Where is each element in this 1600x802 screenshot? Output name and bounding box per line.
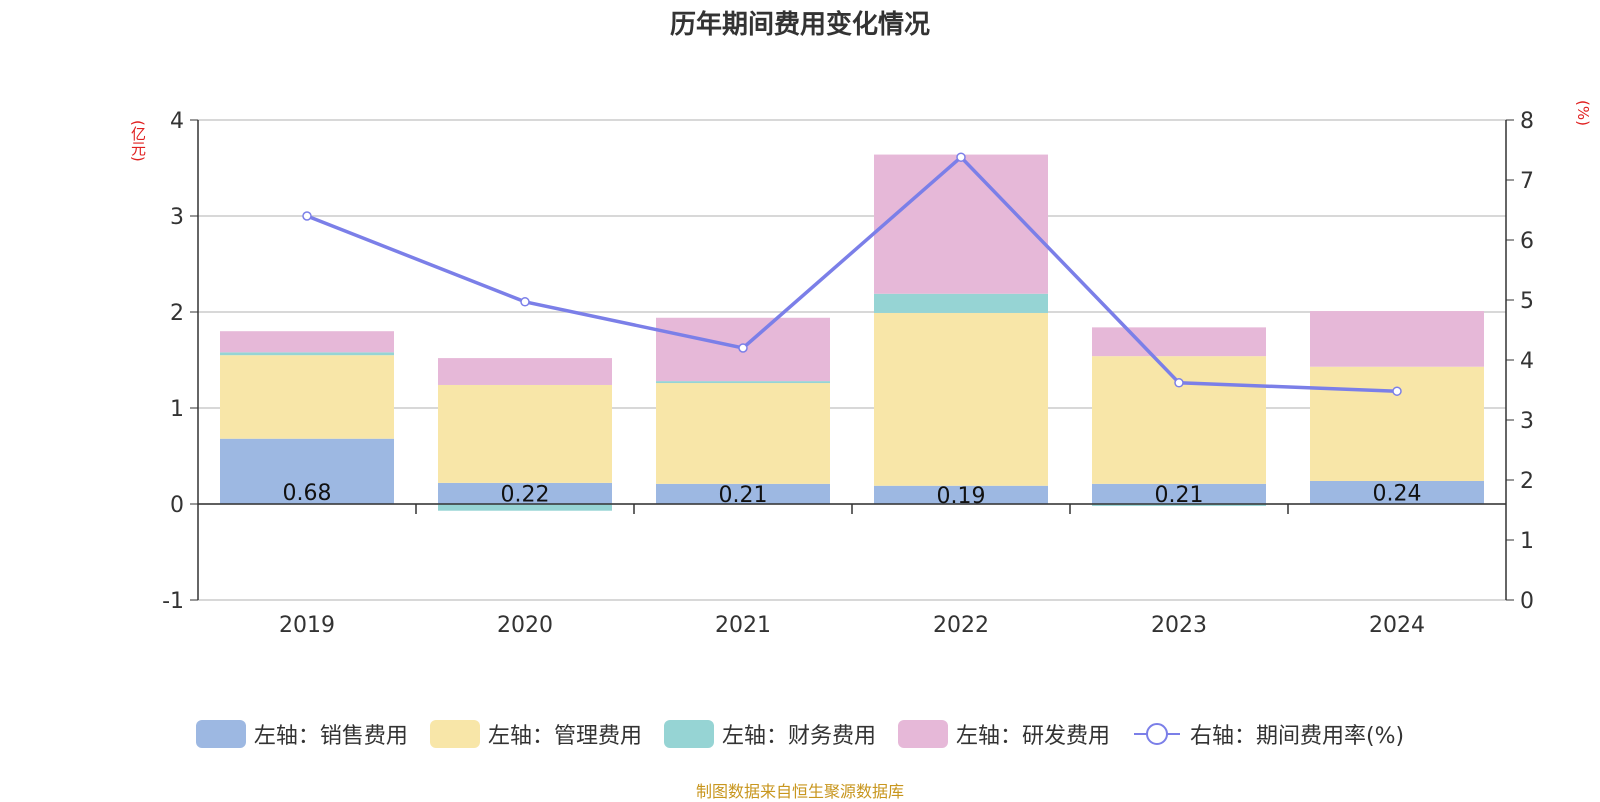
x-tick-label: 2021 xyxy=(715,613,771,638)
right-tick-label: 3 xyxy=(1520,409,1534,434)
bar-data-label: 0.21 xyxy=(719,483,768,508)
legend-swatch-rnd xyxy=(897,720,948,748)
bar-data-label: 0.68 xyxy=(283,481,332,506)
bar-segment xyxy=(656,483,830,504)
legend-item-finance[interactable]: 左轴：财务费用 xyxy=(663,718,876,750)
left-tick-label: 3 xyxy=(170,205,184,230)
x-tick-label: 2023 xyxy=(1151,613,1207,638)
right-axis-unit: (%) xyxy=(1574,100,1592,126)
right-tick-label: 0 xyxy=(1520,589,1534,614)
bar-segment xyxy=(220,355,394,439)
bar-data-label: 0.21 xyxy=(1155,483,1204,508)
bar-segment xyxy=(1310,480,1484,504)
legend-label-rate: 右轴：期间费用率(%) xyxy=(1189,724,1405,749)
bar-segment xyxy=(1310,366,1484,481)
legend-label-rnd: 左轴：研发费用 xyxy=(955,724,1110,749)
left-tick-label: 1 xyxy=(170,397,184,422)
bar-data-label: 0.19 xyxy=(937,484,986,509)
bar-segment xyxy=(220,352,394,356)
legend-swatch-finance xyxy=(663,720,714,748)
rate-point xyxy=(1392,386,1402,396)
rate-point xyxy=(738,343,748,353)
bar-segment xyxy=(1092,356,1266,484)
bar-segment xyxy=(438,482,612,504)
x-tick-label: 2022 xyxy=(933,613,989,638)
rate-point xyxy=(520,297,530,307)
bar-segment xyxy=(656,383,830,484)
x-tick-label: 2019 xyxy=(279,613,335,638)
rate-line xyxy=(306,154,1398,393)
bar-segment xyxy=(438,384,612,483)
right-tick-label: 4 xyxy=(1520,349,1534,374)
legend-line-marker-icon xyxy=(1133,723,1180,745)
bar-segment xyxy=(220,331,394,353)
bar-segment xyxy=(438,358,612,385)
left-tick-label: 0 xyxy=(170,493,184,518)
left-tick-label: 2 xyxy=(170,301,184,326)
bar-segment xyxy=(874,154,1048,294)
bar-segment xyxy=(1092,483,1266,504)
left-tick-label: -1 xyxy=(162,589,184,614)
right-tick-label: 2 xyxy=(1520,469,1534,494)
source-note: 制图数据来自恒生聚源数据库 xyxy=(695,782,904,801)
bar-segment xyxy=(1310,311,1484,367)
rate-point xyxy=(302,211,312,221)
right-tick-label: 8 xyxy=(1520,109,1534,134)
bar-data-label: 0.22 xyxy=(501,482,550,507)
right-tick-label: 7 xyxy=(1520,169,1534,194)
legend-item-admin[interactable]: 左轴：管理费用 xyxy=(429,718,642,750)
bar-segment xyxy=(874,485,1048,504)
legend-swatch-sales xyxy=(195,720,246,748)
bar-segment xyxy=(1092,327,1266,357)
bar-segment xyxy=(438,504,612,511)
right-tick-label: 1 xyxy=(1520,529,1534,554)
chart-title: 历年期间费用变化情况 xyxy=(669,10,930,40)
bar-segment xyxy=(1092,504,1266,506)
legend-swatch-admin xyxy=(429,720,480,748)
legend-label-admin: 左轴：管理费用 xyxy=(487,724,642,749)
left-tick-label: 4 xyxy=(170,109,184,134)
legend-label-finance: 左轴：财务费用 xyxy=(721,724,876,749)
bar-segment xyxy=(220,438,394,504)
rate-point xyxy=(1174,378,1184,388)
legend: 左轴：销售费用 左轴：管理费用 左轴：财务费用 左轴：研发费用 右轴：期间费用率… xyxy=(0,718,1600,750)
right-tick-label: 6 xyxy=(1520,229,1534,254)
bar-data-label: 0.24 xyxy=(1373,481,1422,506)
bar-segment xyxy=(656,381,830,384)
legend-label-sales: 左轴：销售费用 xyxy=(253,724,408,749)
bar-segment xyxy=(874,312,1048,486)
legend-item-rate[interactable]: 右轴：期间费用率(%) xyxy=(1132,718,1404,750)
legend-item-sales[interactable]: 左轴：销售费用 xyxy=(195,718,408,750)
bar-segment xyxy=(874,293,1048,313)
legend-item-rnd[interactable]: 左轴：研发费用 xyxy=(897,718,1110,750)
x-tick-label: 2020 xyxy=(497,613,553,638)
x-tick-label: 2024 xyxy=(1369,613,1425,638)
right-tick-label: 5 xyxy=(1520,289,1534,314)
left-axis-unit: (亿元) xyxy=(129,120,147,162)
rate-point xyxy=(956,152,966,162)
